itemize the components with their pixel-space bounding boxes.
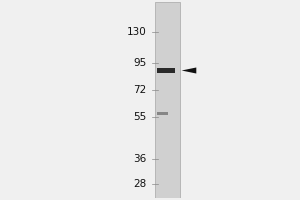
Text: 28: 28 [133, 179, 146, 189]
Text: 72: 72 [133, 85, 146, 95]
Bar [157, 112, 168, 115]
Text: 130: 130 [127, 27, 146, 37]
Text: 36: 36 [133, 154, 146, 164]
Polygon shape [182, 67, 196, 74]
Bar [155, 2, 180, 198]
Text: 55: 55 [133, 112, 146, 122]
Text: 95: 95 [133, 58, 146, 68]
Bar [157, 68, 175, 73]
